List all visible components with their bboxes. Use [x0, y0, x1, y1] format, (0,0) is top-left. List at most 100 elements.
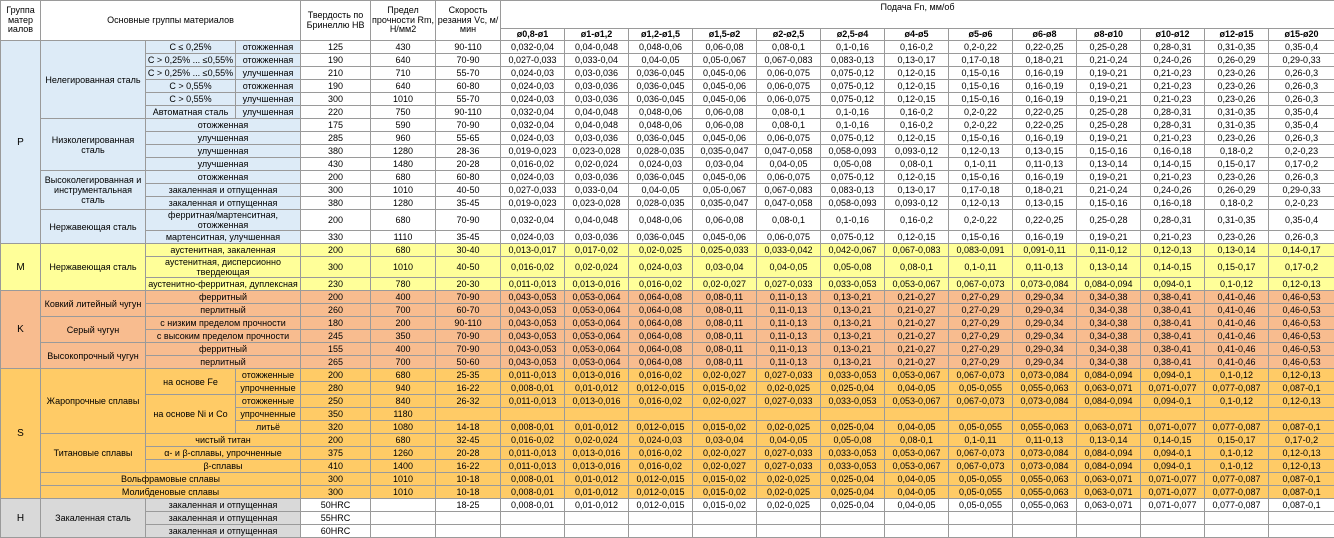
feed-value: 0,047-0,058 — [757, 145, 821, 158]
material-state: перлитный — [146, 304, 301, 317]
material-state: улучшенная — [146, 132, 301, 145]
feed-value: 0,043-0,053 — [501, 330, 565, 343]
feed-value: 0,1-0,16 — [821, 210, 885, 231]
feed-value — [1141, 525, 1205, 538]
feed-value — [565, 408, 629, 421]
feed-value: 0,29-0,34 — [1013, 343, 1077, 356]
feed-value: 0,02-0,025 — [757, 499, 821, 512]
feed-value: 0,13-0,21 — [821, 291, 885, 304]
feed-value: 0,013-0,016 — [565, 278, 629, 291]
strength: 400 — [371, 343, 436, 356]
feed-value: 0,094-0,1 — [1141, 278, 1205, 291]
feed-value: 0,033-0,04 — [565, 54, 629, 67]
feed-value: 0,033-0,053 — [821, 395, 885, 408]
feed-value: 0,35-0,4 — [1269, 119, 1334, 132]
feed-value: 0,017-0,02 — [565, 244, 629, 257]
strength — [371, 499, 436, 512]
feed-value: 0,16-0,18 — [1141, 145, 1205, 158]
feed-value: 0,083-0,091 — [949, 244, 1013, 257]
feed-value: 0,13-0,21 — [821, 356, 885, 369]
feed-value: 0,015-0,02 — [693, 382, 757, 395]
feed-value: 0,015-0,02 — [693, 473, 757, 486]
feed-value: 0,016-0,02 — [629, 369, 693, 382]
strength: 1110 — [371, 231, 436, 244]
cutting-speed — [436, 525, 501, 538]
cutting-speed: 60-80 — [436, 171, 501, 184]
feed-value: 0,16-0,19 — [1013, 231, 1077, 244]
feed-value: 0,055-0,063 — [1013, 421, 1077, 434]
feed-value: 0,34-0,38 — [1077, 304, 1141, 317]
cutting-speed: 20-28 — [436, 447, 501, 460]
feed-range-header: ø5-ø6 — [949, 29, 1013, 41]
feed-value: 0,23-0,26 — [1205, 67, 1269, 80]
feed-value: 0,013-0,016 — [565, 460, 629, 473]
feed-value: 0,042-0,067 — [821, 244, 885, 257]
material-group: Закаленная сталь — [41, 499, 146, 538]
feed-value: 0,071-0,077 — [1141, 499, 1205, 512]
hardness: 220 — [301, 106, 371, 119]
material-group: Жаропрочные сплавы — [41, 369, 146, 434]
feed-value: 0,06-0,08 — [693, 210, 757, 231]
feed-value: 0,024-0,03 — [501, 93, 565, 106]
feed-value: 0,025-0,04 — [821, 499, 885, 512]
material-state: ферритная/мартенситная, отожженная — [146, 210, 301, 231]
feed-value: 0,03-0,04 — [693, 434, 757, 447]
feed-value — [1269, 408, 1334, 421]
feed-value: 0,01-0,012 — [565, 499, 629, 512]
feed-value: 0,053-0,064 — [565, 317, 629, 330]
feed-value: 0,013-0,016 — [565, 369, 629, 382]
feed-value: 0,18-0,21 — [1013, 184, 1077, 197]
feed-value: 0,29-0,34 — [1013, 356, 1077, 369]
feed-value — [1141, 512, 1205, 525]
material-state: улучшенная — [236, 106, 301, 119]
feed-value: 0,067-0,073 — [949, 369, 1013, 382]
material-subgroup: C > 0,25% ... ≤0,55% — [146, 54, 236, 67]
feed-value: 0,25-0,28 — [1077, 106, 1141, 119]
feed-value: 0,064-0,08 — [629, 330, 693, 343]
feed-value: 0,21-0,23 — [1141, 171, 1205, 184]
feed-value: 0,25-0,28 — [1077, 210, 1141, 231]
cutting-speed: 60-80 — [436, 80, 501, 93]
hardness: 210 — [301, 67, 371, 80]
feed-value — [821, 512, 885, 525]
feed-value: 0,02-0,027 — [693, 460, 757, 473]
feed-value: 0,075-0,12 — [821, 171, 885, 184]
strength: 1010 — [371, 473, 436, 486]
feed-value: 0,26-0,3 — [1269, 93, 1334, 106]
feed-value: 0,01-0,012 — [565, 473, 629, 486]
material-subgroup: на основе Fe — [146, 369, 236, 395]
feed-value: 0,073-0,084 — [1013, 278, 1077, 291]
feed-value: 0,24-0,26 — [1141, 54, 1205, 67]
strength: 1010 — [371, 486, 436, 499]
feed-value — [757, 408, 821, 421]
feed-value: 0,12-0,15 — [885, 67, 949, 80]
feed-value: 0,12-0,15 — [885, 171, 949, 184]
cutting-speed: 26-32 — [436, 395, 501, 408]
strength: 710 — [371, 67, 436, 80]
material-state: отожженная — [236, 54, 301, 67]
feed-value: 0,14-0,15 — [1141, 158, 1205, 171]
material-group: Ковкий литейный чугун — [41, 291, 146, 317]
hardness: 200 — [301, 291, 371, 304]
feed-value: 0,077-0,087 — [1205, 382, 1269, 395]
feed-value: 0,29-0,34 — [1013, 317, 1077, 330]
feed-value: 0,13-0,14 — [1205, 244, 1269, 257]
feed-value: 0,077-0,087 — [1205, 473, 1269, 486]
feed-value: 0,075-0,12 — [821, 231, 885, 244]
feed-value: 0,13-0,14 — [1077, 257, 1141, 278]
feed-value: 0,027-0,033 — [501, 54, 565, 67]
feed-value: 0,012-0,015 — [629, 473, 693, 486]
cutting-speed: 20-30 — [436, 278, 501, 291]
material-state: аустенитная, дисперсионно твердеющая — [146, 257, 301, 278]
feed-value: 0,13-0,14 — [1077, 158, 1141, 171]
feed-value: 0,008-0,01 — [501, 499, 565, 512]
strength: 680 — [371, 210, 436, 231]
feed-value: 0,08-0,1 — [757, 119, 821, 132]
strength: 1010 — [371, 184, 436, 197]
